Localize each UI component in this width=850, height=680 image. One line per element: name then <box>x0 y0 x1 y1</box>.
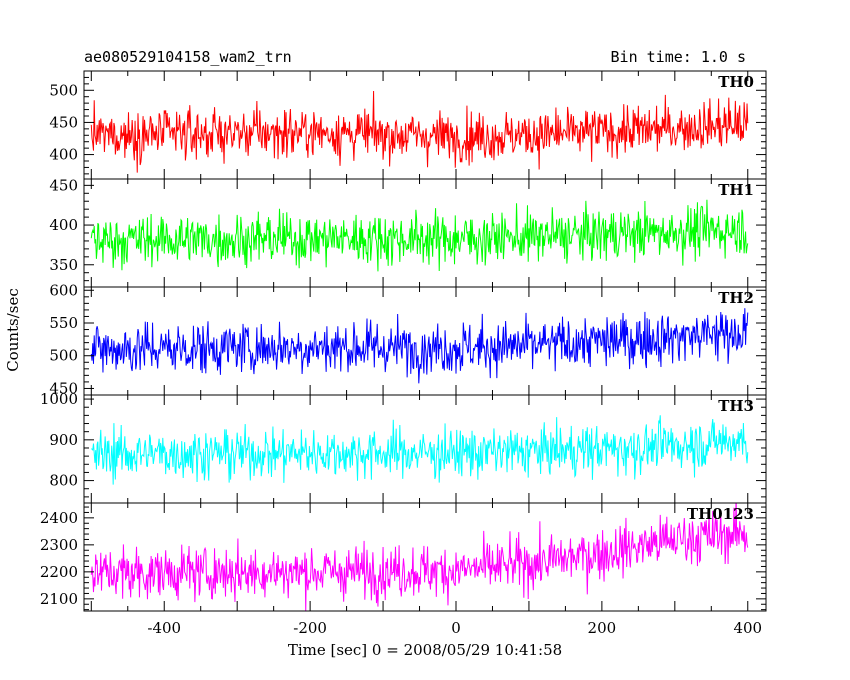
series-line-th0 <box>90 91 749 173</box>
y-tick-label: 500 <box>49 347 78 365</box>
y-tick-label: 2100 <box>40 590 78 608</box>
y-tick-label: 2200 <box>40 563 78 581</box>
bin-time-label: Bin time: 1.0 s <box>611 48 746 66</box>
y-tick-label: 800 <box>49 472 78 490</box>
panel-th2: 450 500 550 600 TH2 <box>49 281 767 397</box>
y-tick-label: 500 <box>49 81 78 99</box>
y-tick-label: 450 <box>49 113 78 131</box>
y-tick-label: 2300 <box>40 536 78 554</box>
y-tick-label: 550 <box>49 314 78 332</box>
y-axis-label: Counts/sec <box>4 288 22 372</box>
panel-frame <box>83 502 767 612</box>
series-line-th3 <box>91 415 749 485</box>
x-tick-label: -200 <box>293 619 327 637</box>
chart-title: ae080529104158_wam2_trn <box>84 48 292 66</box>
y-tick-label: 1000 <box>40 390 78 408</box>
panels-group: 400 450 500 TH0 350 400 450 TH1 450 500 550 600 TH2 8… <box>40 70 767 612</box>
y-tick-label: 900 <box>49 431 78 449</box>
y-tick-label: 450 <box>49 379 78 397</box>
panel-label-th1: TH1 <box>718 181 754 199</box>
y-tick-label: 2400 <box>40 509 78 527</box>
y-tick-label: 400 <box>49 146 78 164</box>
y-tick-label: 350 <box>49 256 78 274</box>
y-tick-label: 450 <box>49 176 78 194</box>
series-line-th0123 <box>90 503 749 611</box>
panel-th0123: 2100 2200 2300 2400 TH0123 <box>40 502 767 612</box>
panel-th3: 800 900 1000 TH3 <box>40 390 767 504</box>
x-axis-label: Time [sec] 0 = 2008/05/29 10:41:58 <box>288 641 562 659</box>
panel-label-th2: TH2 <box>718 289 754 307</box>
x-tick-label: 0 <box>451 619 461 637</box>
y-tick-label: 400 <box>49 216 78 234</box>
panel-label-th3: TH3 <box>718 397 754 415</box>
series-line-th1 <box>90 199 749 272</box>
panel-label-th0: TH0 <box>718 73 754 91</box>
panel-label-th0123: TH0123 <box>687 505 754 523</box>
panel-th0: 400 450 500 TH0 <box>49 70 767 180</box>
x-tick-label: -400 <box>147 619 181 637</box>
x-tick-label: 400 <box>733 619 762 637</box>
y-tick-label: 600 <box>49 281 78 299</box>
x-tick-label: 200 <box>588 619 617 637</box>
x-axis: -400 -200 0 200 400 <box>147 619 762 637</box>
series-line-th2 <box>90 308 749 384</box>
panel-th1: 350 400 450 TH1 <box>49 176 767 288</box>
